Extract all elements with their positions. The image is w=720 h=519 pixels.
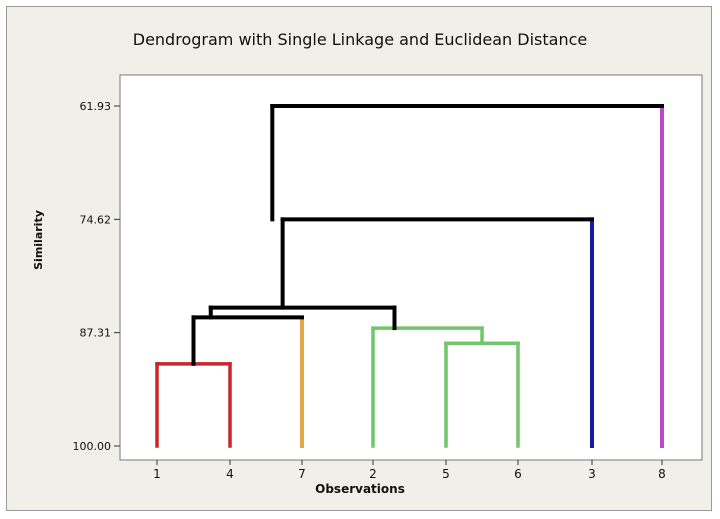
x-tick-label: 7 <box>298 467 306 481</box>
x-tick-label: 1 <box>153 467 161 481</box>
plot-area <box>119 74 703 461</box>
x-tick-label: 6 <box>514 467 522 481</box>
y-tick-label: 61.93 <box>80 100 112 113</box>
chart-title: Dendrogram with Single Linkage and Eucli… <box>132 30 588 49</box>
x-axis-label: Observations <box>315 482 405 496</box>
x-tick-label: 5 <box>442 467 450 481</box>
y-tick-label: 87.31 <box>80 327 112 340</box>
x-tick-label: 4 <box>226 467 234 481</box>
y-tick-label: 100.00 <box>73 440 112 453</box>
y-tick-label: 74.62 <box>80 213 112 226</box>
x-tick-label: 8 <box>658 467 666 481</box>
x-tick-label: 2 <box>369 467 377 481</box>
x-tick-label: 3 <box>588 467 596 481</box>
